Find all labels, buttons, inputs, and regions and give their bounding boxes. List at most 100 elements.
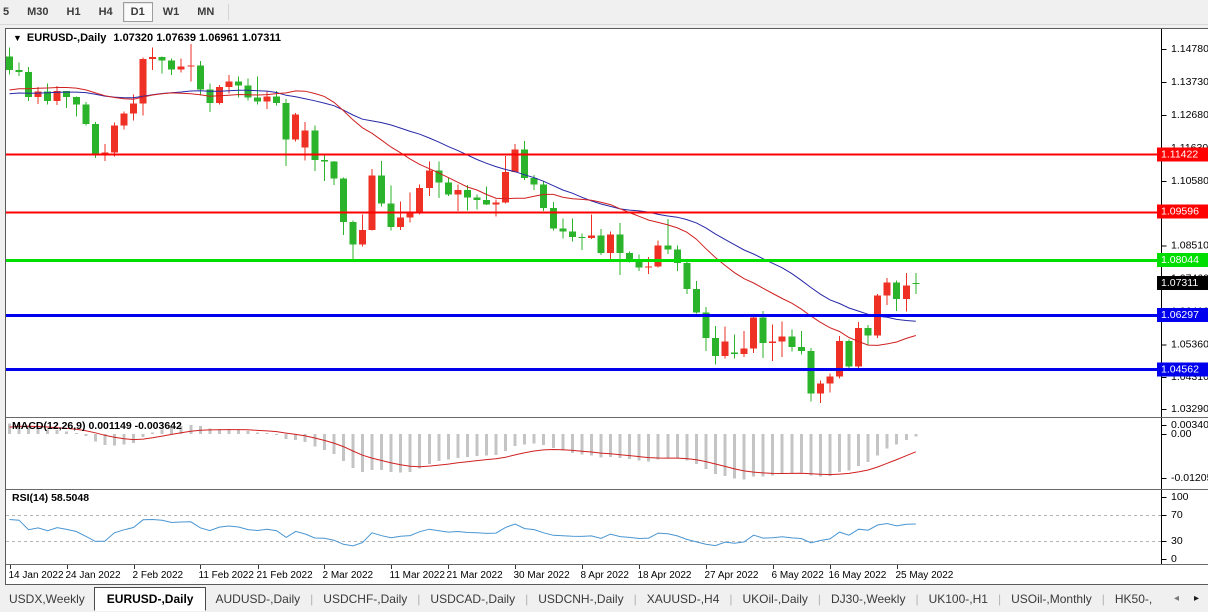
candle-25 Apr [683,263,691,290]
svg-text:1.11422: 1.11422 [1161,148,1198,160]
tab-scroll-right-icon[interactable]: ▸ [1193,593,1199,604]
candle-9 May [778,336,786,342]
candle-4 Mar [339,178,347,223]
candle-25 Feb [292,114,300,140]
tab-dj30-weekly[interactable]: DJ30-,Weekly [830,591,906,606]
candle-28 Apr [711,337,719,357]
candle-3 Mar [330,161,338,179]
tab-ukoil-daily[interactable]: UKOil-,Daily [742,591,808,606]
candle-12 May [807,351,815,394]
tab-separator: | [633,591,637,606]
timeframe-toolbar: 5 M30 H1 H4 D1 W1 MN [0,0,1208,25]
macd-axis-label: 0.00 [1171,428,1192,440]
tab-hk50[interactable]: HK50-, [1114,591,1153,606]
candle-1 Mar [311,130,319,160]
tab-usdcad-daily[interactable]: USDCAD-,Daily [430,591,516,606]
date-tick-label: 6 May 2022 [772,570,825,581]
candle-6 Apr [559,228,567,232]
tab-separator: | [997,591,1002,606]
tab-usdx-weekly[interactable]: USDX,Weekly [9,591,85,606]
candle-25 Jan [72,97,80,105]
date-axis[interactable]: 14 Jan 2022 24 Jan 2022 2 Feb 2022 11 Feb 2… [6,565,1208,585]
candle-12 Apr [597,235,605,254]
tab-uk100-h1[interactable]: UK100-,H1 [928,591,988,606]
candle-21 Mar [444,182,452,195]
candle-7 Feb [158,57,166,61]
price-line-label-1.06297: 1.06297 [1157,307,1208,322]
tab-usdchf-daily[interactable]: USDCHF-,Daily [323,591,408,606]
candle-6 May [769,341,777,344]
timeframe-button-D1[interactable]: D1 [122,2,153,22]
chart-tab-bar: USDX,Weekly EURUSD-,Daily AUDUSD-,Daily | US… [0,585,1208,612]
candle-15 Mar [406,213,414,218]
main-chart-panel[interactable]: ▼ EURUSD-,Daily 1.07320 1.07639 1.06961 1.… [6,29,1208,418]
price-line-label-1.07311: 1.07311 [1157,276,1208,291]
svg-text:1.06297: 1.06297 [1161,309,1199,321]
timeframe-button-W1[interactable]: W1 [162,6,180,18]
date-tick-label: 18 Apr 2022 [638,570,692,581]
macd-panel[interactable]: MACD(12,26,9) 0.001149 -0.003642 0.00340… [6,418,1208,490]
fast-ma-line [9,87,916,346]
price-line-label-1.09596: 1.09596 [1157,204,1208,219]
macd-axis-label: 0.003408 [1171,419,1208,431]
svg-text:1.08044: 1.08044 [1161,254,1199,266]
tab-audusd-daily[interactable]: AUDUSD-,Daily [215,591,301,606]
candle-5 May [759,317,767,344]
candle-2 Mar [320,159,328,162]
candle-14 Jan [6,56,13,71]
timeframe-button-H4[interactable]: H4 [98,6,113,18]
candle-17 Mar [425,170,433,188]
candle-16 Feb [225,81,233,87]
candle-19 Apr [645,266,653,268]
candle-24 Jan [63,91,71,98]
timeframe-button-MN[interactable]: MN [197,6,215,18]
candle-27 Jan [91,123,99,154]
tab-xauusd-h4[interactable]: XAUUSD-,H4 [646,591,720,606]
candle-26 May [902,285,910,300]
tab-usdcnh-daily[interactable]: USDCNH-,Daily [538,591,624,606]
tab-eurusd-daily[interactable]: EURUSD-,Daily [93,587,207,611]
candle-11 May [797,346,805,352]
candle-11 Apr [587,235,595,238]
rsi-axis-label: 100 [1171,491,1189,503]
candle-26 Jan [82,104,90,124]
symbol-dropdown-icon[interactable]: ▼ [13,33,22,43]
candle-13 May [816,383,824,394]
price-tick-label: 1.14780 [1171,43,1208,55]
candle-18 May [845,341,853,367]
tab-scroll-left-icon[interactable]: ◂ [1173,593,1179,604]
svg-text:1.04562: 1.04562 [1161,363,1199,375]
tab-scroll-arrows: ◂ ▸ [1169,593,1208,604]
candle-11 Mar [387,203,395,227]
rsi-panel[interactable]: RSI(14) 58.5048 100 70 30 0 [6,490,1208,565]
candle-3 Feb [139,59,147,104]
toolbar-separator [228,4,230,20]
candle-8 Mar [358,229,366,245]
candle-1 Feb [120,113,128,126]
candle-24 Feb [282,102,290,140]
rsi-axis-label: 30 [1171,535,1183,547]
macd-axis-label: -0.012058 [1171,472,1208,484]
timeframe-button-5[interactable]: 5 [3,6,10,18]
chart-window: ▼ EURUSD-,Daily 1.07320 1.07639 1.06961 1.… [5,28,1208,585]
candle-28 Feb [301,130,309,148]
timeframe-button-H1[interactable]: H1 [66,6,81,18]
candle-28 Jan [101,152,109,154]
candlestick-series [6,43,920,404]
rsi-axis-label: 70 [1171,509,1183,521]
tab-separator: | [915,591,919,606]
candle-15 Feb [215,86,223,104]
price-tick-label: 1.13730 [1171,76,1208,88]
rsi-line [9,518,916,547]
timeframe-button-M30[interactable]: M30 [27,6,49,18]
candle-31 Mar [521,149,529,178]
tab-usoil-monthly[interactable]: USOil-,Monthly [1011,591,1092,606]
date-tick-label: 14 Jan 2022 [9,570,64,581]
candle-2 May [731,352,739,355]
macd-signal-line [9,425,916,476]
candle-18 Mar [435,170,443,183]
candle-13 Apr [607,234,615,254]
candle-10 Feb [187,65,195,67]
candle-27 Apr [702,312,710,338]
date-tick-label: 30 Mar 2022 [514,570,571,581]
